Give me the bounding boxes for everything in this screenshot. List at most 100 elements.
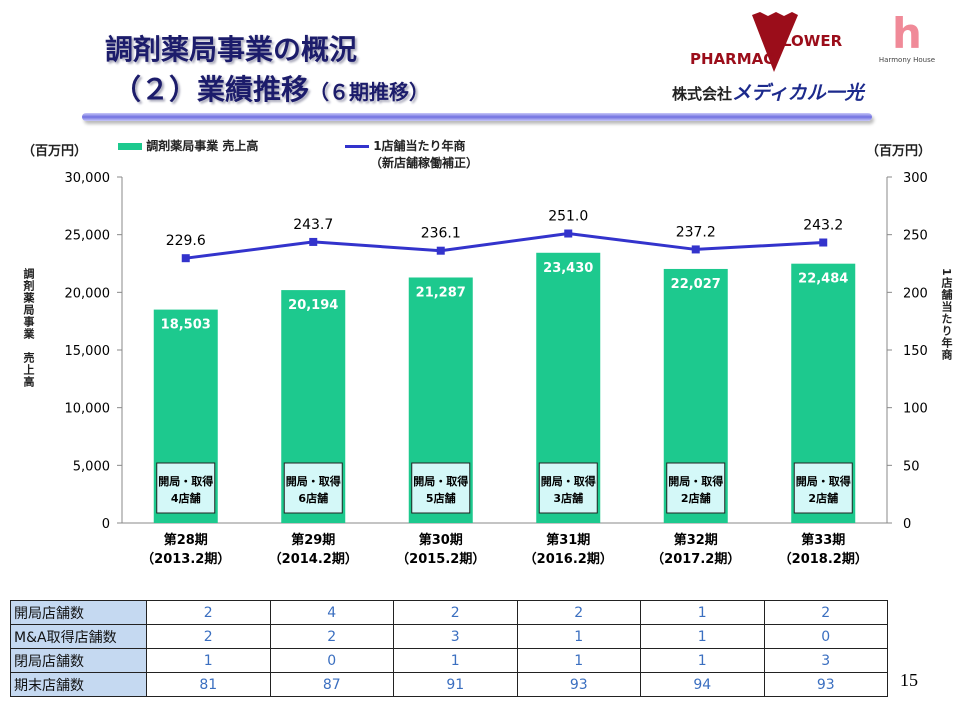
store-annotation-line2: 4店舗 [171, 491, 201, 505]
table-cell: 0 [763, 624, 888, 649]
line-series [185, 232, 824, 260]
store-annotation-box [411, 462, 471, 514]
store-annotation-line2: 2店舗 [681, 491, 711, 505]
y-tick-label: 30,000 [65, 171, 111, 186]
y2-tick-label: 150 [903, 344, 928, 359]
x-tick-label: 第31期 [546, 532, 590, 548]
x-tick-label-sub: （2017.2期） [651, 551, 740, 567]
legend-line-swatch [345, 145, 369, 148]
chart: 0 5,000 10,000 15,000 20,000 25,000 30,000 0 50 1… [65, 171, 928, 567]
table-cell: 2 [516, 600, 641, 625]
page-number: 15 [900, 670, 918, 690]
table-cell: 2 [763, 600, 888, 625]
table-row: 閉局店舗数 1 0 1 1 1 3 [10, 648, 888, 673]
x-tick-label: 第29期 [291, 532, 335, 548]
legend-bar: 調剤薬局事業 売上高 [118, 137, 258, 154]
store-annotation-line1: 開局・取得 [796, 474, 851, 488]
line-data-label: 229.6 [166, 233, 206, 249]
table-cell: 4 [269, 600, 394, 625]
x-tick-label: 第32期 [674, 532, 718, 548]
y-axis-label: 調剤薬局事業 売上高 [22, 268, 35, 388]
x-tick-label: 第28期 [164, 532, 208, 548]
y2-tick-label: 50 [903, 459, 920, 474]
x-tick-label: 第30期 [419, 532, 463, 548]
table-cell: 3 [393, 624, 518, 649]
row-header: 開局店舗数 [10, 600, 147, 625]
bar-data-label: 20,194 [288, 298, 338, 313]
line-data-label: 251.0 [548, 209, 588, 225]
x-tick-label-sub: （2015.2期） [396, 551, 485, 567]
store-table: 開局店舗数 2 4 2 2 1 2 M&A取得店舗数 2 2 3 1 1 0 閉局店舗数 1 0 1 1 1 3 期末店舗… [10, 600, 888, 697]
store-annotation-line2: 2店舗 [808, 491, 838, 505]
row-header: M&A取得店舗数 [10, 624, 147, 649]
table-cell: 1 [516, 624, 641, 649]
store-annotation-line2: 5店舗 [426, 491, 456, 505]
table-cell: 91 [393, 672, 518, 697]
store-annotation-box [283, 462, 343, 514]
table-cell: 2 [393, 600, 518, 625]
pharmac-flower-logo: PHARMAC LOWER [690, 12, 843, 72]
store-annotation-line1: 開局・取得 [668, 474, 723, 488]
y-tick-label: 25,000 [65, 229, 111, 244]
store-annotation-box [793, 462, 853, 514]
y2-tick-label: 200 [903, 286, 928, 301]
table-cell: 2 [146, 624, 271, 649]
right-unit: （百万円） [866, 144, 932, 159]
harmony-house-logo: h Harmony House [878, 9, 936, 65]
store-annotation-box [666, 462, 726, 514]
y-tick-label: 5,000 [73, 459, 110, 474]
y-tick-label: 0 [102, 517, 110, 532]
row-header: 期末店舗数 [10, 672, 147, 697]
x-tick-label-sub: （2016.2期） [524, 551, 613, 567]
table-cell: 0 [269, 648, 394, 673]
table-cell: 81 [146, 672, 271, 697]
line-data-label: 236.1 [421, 226, 461, 242]
x-tick-label-sub: （2018.2期） [779, 551, 868, 567]
table-cell: 1 [640, 648, 765, 673]
y-tick-label: 15,000 [65, 344, 111, 359]
line-marker [564, 229, 573, 238]
y2-tick-label: 100 [903, 402, 928, 417]
table-row: M&A取得店舗数 2 2 3 1 1 0 [10, 624, 888, 649]
table-cell: 1 [640, 624, 765, 649]
table-cell: 1 [393, 648, 518, 673]
y-tick-label: 20,000 [65, 286, 111, 301]
store-annotation-line1: 開局・取得 [413, 474, 468, 488]
store-annotation-line2: 6店舗 [298, 491, 328, 505]
y-tick-label: 10,000 [65, 402, 111, 417]
store-annotation-line1: 開局・取得 [158, 474, 213, 488]
bar-data-label: 18,503 [161, 318, 211, 333]
table-cell: 94 [640, 672, 765, 697]
table-cell: 1 [146, 648, 271, 673]
y2-tick-label: 300 [903, 171, 928, 186]
table-cell: 1 [516, 648, 641, 673]
bar-data-label: 22,484 [798, 272, 848, 287]
table-cell: 2 [269, 624, 394, 649]
y2-tick-label: 0 [903, 517, 911, 532]
table-cell: 87 [269, 672, 394, 697]
line-marker [691, 245, 700, 254]
left-unit: （百万円） [22, 144, 88, 159]
store-annotation-box [156, 462, 216, 514]
store-annotation-line1: 開局・取得 [286, 474, 341, 488]
table-row: 期末店舗数 81 87 91 93 94 93 [10, 672, 888, 697]
legend-line: 1店舗当たり年商 （新店舗稼働補正） [345, 137, 478, 171]
company-logo: 株式会社メディカル一光 [672, 82, 864, 104]
line-marker [819, 238, 828, 247]
table-cell: 93 [516, 672, 641, 697]
bar-data-label: 23,430 [543, 261, 593, 276]
svg-text:PHARMAC: PHARMAC [690, 50, 774, 68]
table-row: 開局店舗数 2 4 2 2 1 2 [10, 600, 888, 625]
line-marker [436, 246, 445, 255]
x-tick-label-sub: （2014.2期） [269, 551, 358, 567]
line-data-label: 243.2 [803, 218, 843, 234]
bar-data-label: 22,027 [671, 277, 721, 292]
store-annotation-box [538, 462, 598, 514]
y2-axis-label: 1店舗当たり年商 [940, 268, 953, 361]
y2-tick-label: 250 [903, 229, 928, 244]
legend-bar-swatch [118, 143, 142, 150]
store-annotation-line2: 3店舗 [553, 491, 583, 505]
table-cell: 93 [763, 672, 888, 697]
table-cell: 2 [146, 600, 271, 625]
bar-data-label: 21,287 [416, 285, 466, 300]
